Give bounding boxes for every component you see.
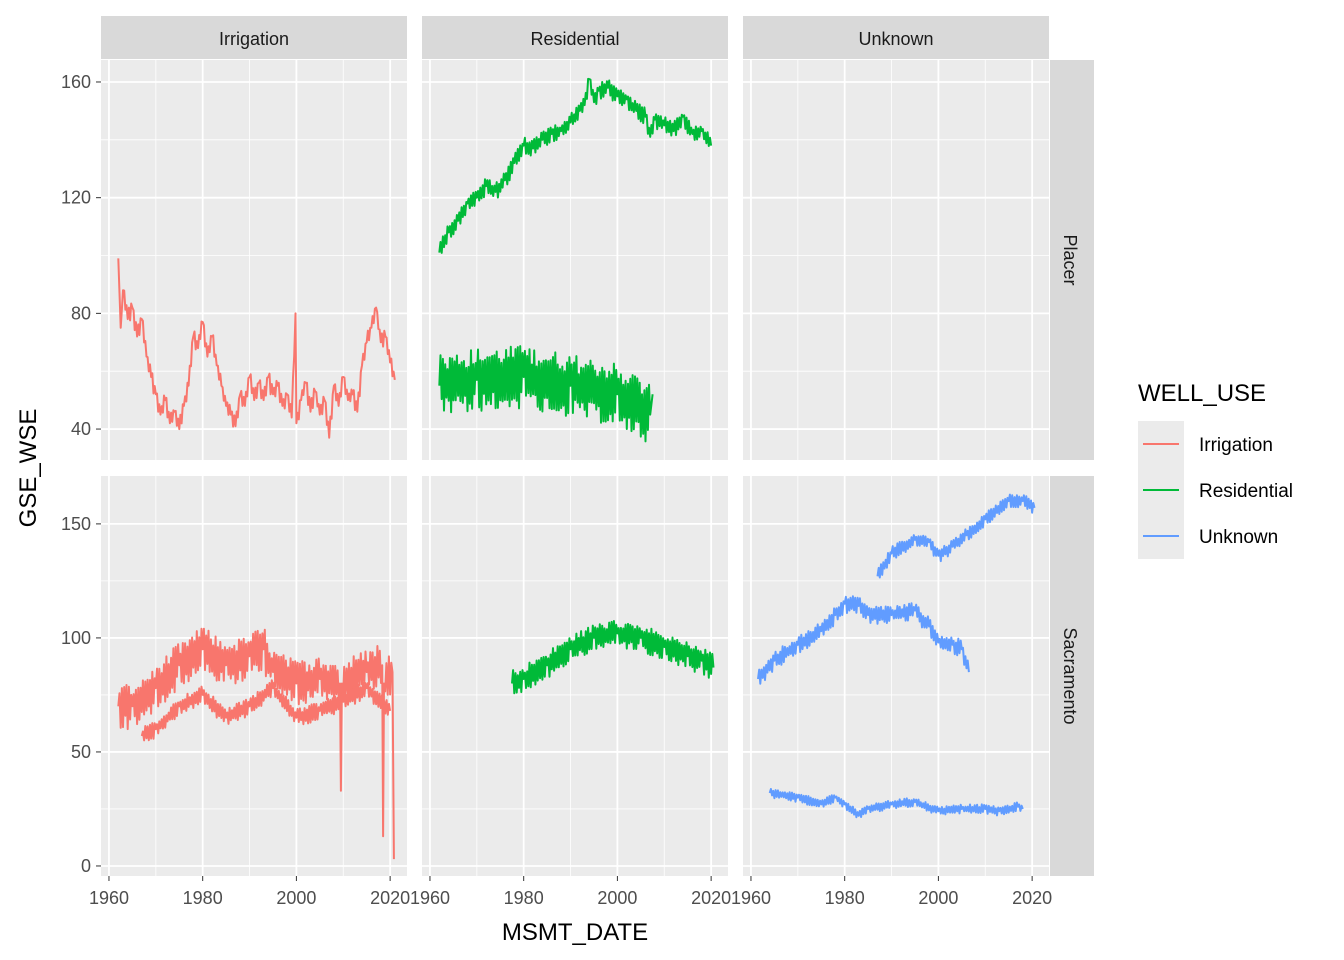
facet-panels: Irrigation Residential Unknown Placer Sacram… — [61, 16, 1094, 908]
panel-background — [422, 476, 728, 876]
y-tick-label: 40 — [71, 419, 91, 439]
x-tick-label: 1980 — [504, 888, 544, 908]
strip-sacramento — [1050, 476, 1094, 876]
y-tick-label: 120 — [61, 188, 91, 208]
strip-irrigation — [101, 16, 407, 59]
strip-label: Residential — [530, 29, 619, 49]
panel-background — [743, 476, 1049, 876]
x-tick-label: 2020 — [691, 888, 731, 908]
series-line-irrigation — [140, 679, 392, 742]
y-tick-label: 50 — [71, 742, 91, 762]
x-tick-label: 1980 — [183, 888, 223, 908]
series-line-residential — [438, 345, 654, 443]
x-tick-label: 2020 — [1012, 888, 1052, 908]
x-axis-title: MSMT_DATE — [502, 919, 648, 946]
y-axis-title: GSE_WSE — [15, 409, 42, 528]
series-line-unknown — [757, 595, 970, 685]
strip-unknown — [743, 16, 1049, 59]
series-line-residential — [438, 77, 713, 254]
strip-label: Placer — [1060, 234, 1080, 285]
series-line-unknown — [768, 788, 1024, 819]
panel-background — [743, 60, 1049, 460]
y-tick-label: 150 — [61, 514, 91, 534]
x-tick-label: 2000 — [597, 888, 637, 908]
strip-label: Unknown — [858, 29, 933, 49]
x-tick-label: 2000 — [918, 888, 958, 908]
x-tick-label: 2000 — [276, 888, 316, 908]
x-tick-label: 1960 — [410, 888, 450, 908]
legend-title: WELL_USE — [1138, 380, 1266, 407]
y-tick-label: 80 — [71, 303, 91, 323]
x-tick-label: 1960 — [731, 888, 771, 908]
strip-residential — [422, 16, 728, 59]
x-tick-label: 1980 — [825, 888, 865, 908]
legend-label: Irrigation — [1199, 435, 1273, 456]
strip-label: Irrigation — [219, 29, 289, 49]
strip-placer — [1050, 60, 1094, 460]
series-line-unknown — [876, 493, 1036, 579]
x-tick-label: 1960 — [89, 888, 129, 908]
legend-label: Unknown — [1199, 527, 1278, 548]
y-tick-label: 160 — [61, 72, 91, 92]
legend: WELL_USE Irrigation Residential Unknown — [1138, 380, 1293, 559]
series-line-residential — [511, 620, 715, 695]
x-tick-label: 2020 — [370, 888, 410, 908]
series-line-irrigation — [117, 627, 395, 860]
legend-label: Residential — [1199, 481, 1293, 502]
y-tick-label: 100 — [61, 628, 91, 648]
strip-label: Sacramento — [1060, 627, 1080, 724]
series-line-irrigation — [117, 258, 396, 439]
y-tick-label: 0 — [81, 856, 91, 876]
